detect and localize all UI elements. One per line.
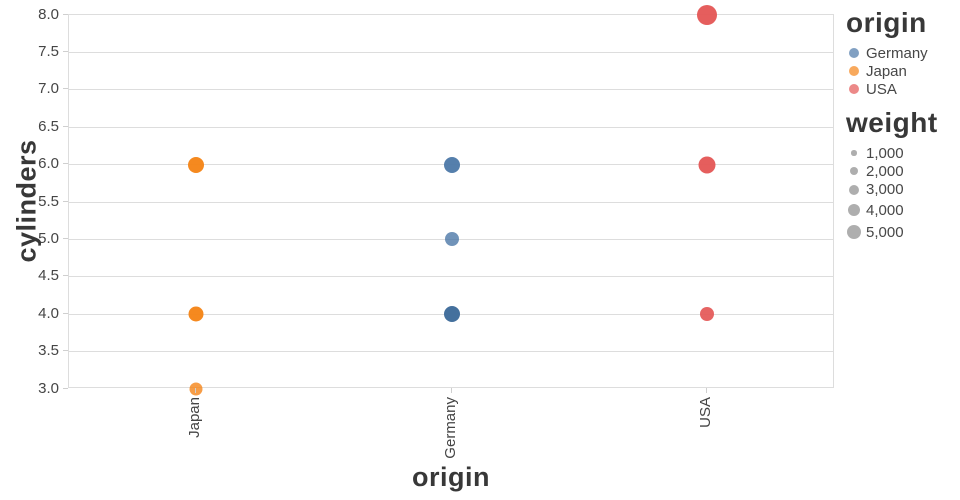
legend-symbol-box [846,84,862,94]
legend-size-label: 2,000 [866,162,904,180]
y-tick-mark [63,163,68,165]
legend-size-item-5000: 5,000 [846,221,958,244]
x-tick-label-anchor: Japan [186,396,228,438]
legend-size-item-4000: 4,000 [846,200,958,221]
legend: origin Germany Japan USA weight 1,000 2,000… [846,8,958,244]
legend-item-label: USA [866,80,897,98]
y-tick-label: 4.0 [38,304,59,322]
y-tick-mark [63,350,68,352]
y-tick-mark [63,50,68,52]
y-tick-label: 3.0 [38,379,59,397]
legend-symbol-box [846,184,862,195]
legend-color-swatch [849,48,859,58]
gridline [69,351,833,353]
y-tick-label: 3.5 [38,342,59,360]
x-tick-mark [450,388,452,393]
gridline [69,276,833,278]
y-tick-label: 6.0 [38,155,59,173]
y-tick-label: 7.5 [38,42,59,60]
legend-size-item-2000: 2,000 [846,162,958,180]
legend-item-germany: Germany [846,44,958,62]
gridline [69,89,833,91]
legend-size-label: 5,000 [866,223,904,241]
x-tick-label-anchor: Germany [442,396,505,459]
legend-symbol-box [846,66,862,76]
legend-item-label: Japan [866,62,907,80]
legend-item-label: Germany [866,44,928,62]
x-tick-label: Japan [186,397,203,438]
legend-weight-title: weight [846,107,938,138]
legend-item-usa: USA [846,80,958,98]
legend-origin-title: origin [846,7,927,38]
data-point-germany-4 [444,306,460,323]
gridline [69,51,833,53]
y-axis-title: cylinders [11,139,42,263]
x-axis-title: origin [412,462,490,492]
legend-symbol-box [846,225,862,239]
data-point-japan-3 [189,382,203,396]
y-tick-mark [63,237,68,239]
data-point-japan-6 [188,156,204,173]
gridline [69,201,833,203]
legend-size-label: 1,000 [866,144,904,162]
x-tick-label: Germany [442,397,459,459]
y-tick-mark [63,312,68,314]
legend-size-swatch [848,204,860,216]
data-point-usa-8 [697,5,717,25]
data-point-usa-6 [698,156,716,174]
legend-color-swatch [849,84,859,94]
legend-size-swatch [848,184,860,195]
y-tick-label: 4.5 [38,267,59,285]
legend-size-swatch [847,225,861,239]
legend-size-swatch [850,167,858,175]
data-point-germany-6 [444,156,460,173]
y-tick-mark [63,275,68,277]
y-tick-mark [63,200,68,202]
legend-color-swatch [849,66,859,76]
y-tick-label: 7.0 [38,80,59,98]
legend-size-item-3000: 3,000 [846,180,958,200]
legend-size-label: 4,000 [866,201,904,219]
data-point-japan-4 [188,306,204,322]
y-tick-label: 6.5 [38,117,59,135]
legend-size-item-1000: 1,000 [846,144,958,162]
x-tick-mark [194,388,196,393]
y-tick-label: 5.5 [38,192,59,210]
legend-size-swatch [851,150,857,156]
legend-size-label: 3,000 [866,181,904,199]
legend-symbol-box [846,48,862,58]
x-tick-label-anchor: USA [697,396,729,428]
y-tick-mark [63,13,68,15]
x-tick-mark [705,388,707,393]
y-tick-mark [63,387,68,389]
legend-symbol-box [846,204,862,216]
y-tick-label: 8.0 [38,5,59,23]
legend-symbol-box [846,150,862,156]
y-tick-label: 5.0 [38,229,59,247]
legend-symbol-box [846,167,862,175]
y-tick-mark [63,125,68,127]
data-point-germany-5 [445,232,459,247]
y-tick-mark [63,88,68,90]
data-point-usa-4 [700,307,714,322]
x-tick-label: USA [697,397,714,428]
plot-area [68,5,834,396]
legend-item-japan: Japan [846,62,958,80]
gridline [69,126,833,128]
